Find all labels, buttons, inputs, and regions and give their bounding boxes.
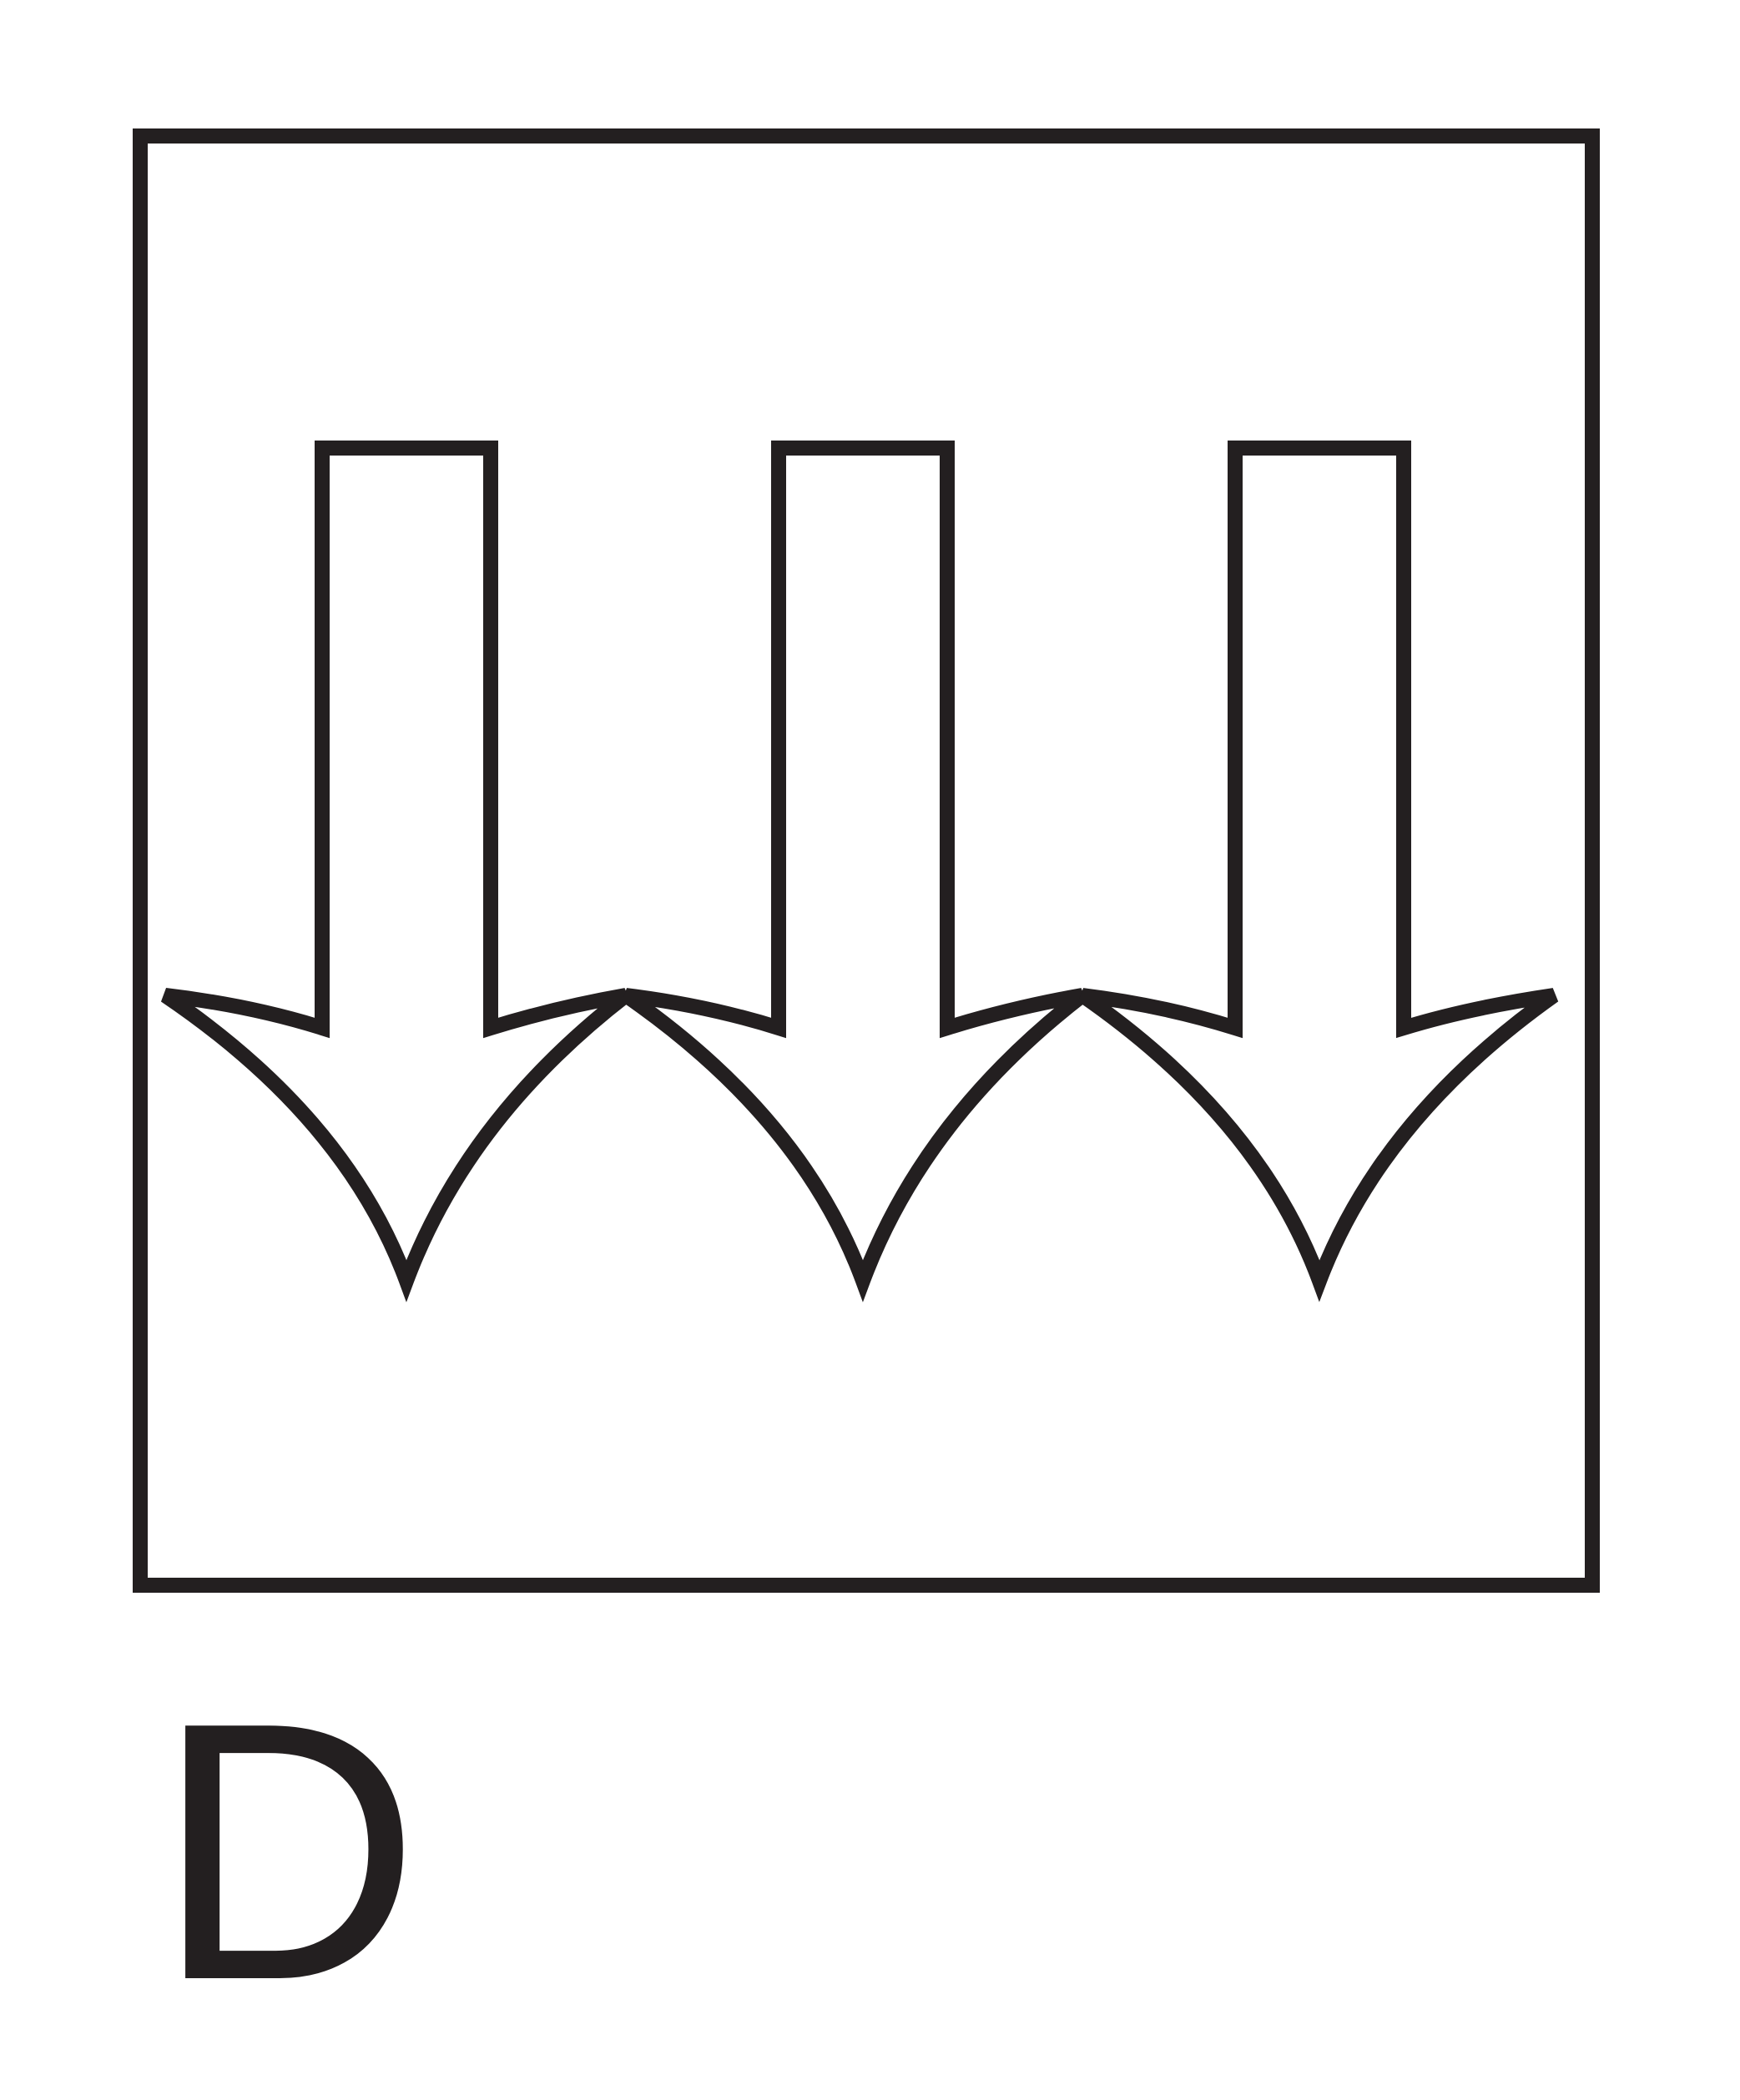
down-arrow-icon-3 — [1077, 441, 1559, 1302]
down-arrow-icon-2 — [621, 441, 1087, 1302]
down-arrow-icon-1 — [160, 441, 631, 1302]
figure-label: D — [155, 1647, 421, 2057]
